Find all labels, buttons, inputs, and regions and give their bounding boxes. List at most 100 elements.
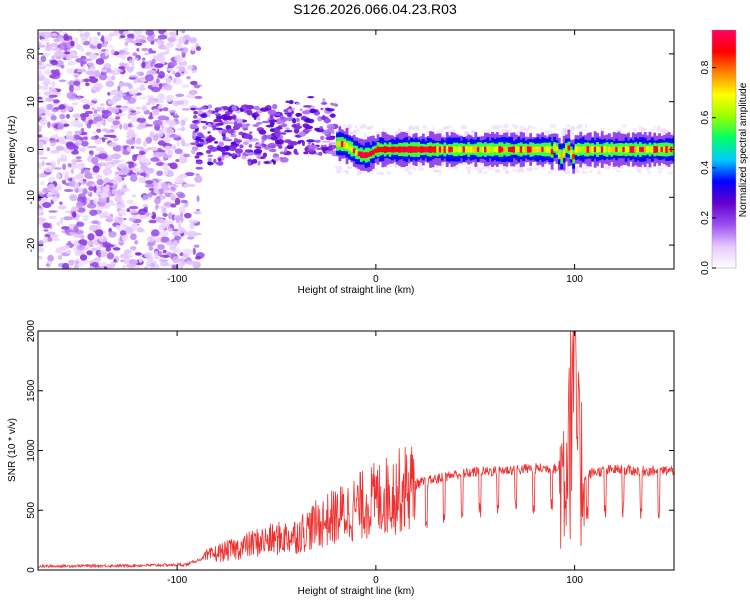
heatmap-cell [91,247,98,252]
heatmap-cell [348,144,351,151]
heatmap-cell [137,226,144,233]
heatmap-cell [122,94,132,101]
heatmap-cell [174,177,184,184]
heatmap-cell [364,132,367,137]
heatmap-cell [200,113,208,119]
heatmap-cell [194,95,203,99]
heatmap-cell [78,251,82,255]
heatmap-cell [515,146,518,153]
heatmap-cell [93,109,98,115]
heatmap-cell [69,194,78,202]
heatmap-cell [65,250,72,254]
heatmap-cell [582,170,585,175]
heatmap-cell [624,146,628,153]
heatmap-cell [234,123,243,128]
heatmap-cell [73,263,79,269]
heatmap-cell [76,96,82,100]
colorbar-tick-label: 0.2 [700,211,711,225]
heatmap-cell [165,146,174,149]
heatmap-cell [213,112,219,115]
heatmap-cell [193,244,200,248]
heatmap-cell [93,197,99,205]
heatmap-cell [148,48,153,54]
heatmap-cell [650,146,654,153]
heatmap-cell [109,90,119,95]
heatmap-cell [581,129,588,132]
heatmap-cell [258,129,267,135]
heatmap-cell [455,146,459,153]
heatmap-cell [134,265,140,269]
heatmap-cell [209,146,218,152]
heatmap-cell [192,131,197,135]
heatmap-cell [51,238,61,242]
heatmap-cell [144,74,154,82]
heatmap-cell [238,131,244,136]
heatmap-cell [130,245,137,251]
heatmap-cell [42,201,52,208]
heatmap-cell [175,47,184,51]
heatmap-cell [47,254,54,262]
heatmap-cell [88,76,96,79]
heatmap-cell [346,165,352,170]
heatmap-cell [643,146,647,153]
heatmap-cell [517,146,521,153]
heatmap-cell [188,89,198,95]
heatmap-cell [53,38,61,43]
heatmap-cell [507,147,511,152]
heatmap-cell [460,147,463,152]
heatmap-cell [53,167,62,170]
heatmap-cell [58,158,68,162]
heatmap-cell [76,201,83,209]
heatmap-cell [555,146,559,152]
heatmap-cell [224,139,229,142]
heatmap-cell [105,246,112,252]
heatmap-cell [655,146,659,153]
heatmap-cell [262,152,268,158]
heatmap-cell [140,157,150,164]
heatmap-cell [612,146,616,153]
heatmap-cell [581,146,585,153]
heatmap-cell [74,36,78,44]
x-tick-label: -100 [167,274,187,285]
heatmap-cell [46,103,53,111]
heatmap-cell [38,125,43,130]
heatmap-cell [62,262,70,269]
heatmap-cell [490,167,494,170]
heatmap-cell [171,231,179,237]
heatmap-cell [467,170,472,175]
heatmap-cell [40,181,45,186]
heatmap-cell [38,190,44,194]
heatmap-cell [263,161,270,164]
heatmap-cell [64,51,71,55]
heatmap-cell [163,202,171,207]
heatmap-cell [70,163,79,169]
heatmap-cell [75,156,82,160]
heatmap-cell [207,161,214,166]
heatmap-cell [176,128,182,131]
heatmap-cell [636,167,642,173]
heatmap-cell [354,125,358,129]
heatmap-cell [80,114,87,121]
heatmap-cell [100,120,106,126]
heatmap-cell [303,151,309,155]
heatmap-cell [118,174,128,178]
heatmap-cell [69,231,74,236]
heatmap-cell [145,124,154,127]
heatmap-cell [151,262,155,268]
snr-x-label: Height of straight line (km) [298,586,415,597]
heatmap-cell [569,126,576,131]
heatmap-cell [186,65,194,70]
heatmap-cell [130,40,135,44]
heatmap-cell [144,180,154,185]
heatmap-cell [183,153,191,158]
heatmap-cell [261,134,268,141]
x-tick-label: 100 [566,575,583,586]
heatmap-cell [175,247,181,254]
heatmap-cell [325,118,330,124]
spectrogram-heatmap [38,30,674,269]
heatmap-cell [51,80,56,88]
heatmap-cell [491,146,494,153]
heatmap-cell [48,210,58,213]
heatmap-cell [158,218,166,224]
heatmap-cell [115,54,125,58]
